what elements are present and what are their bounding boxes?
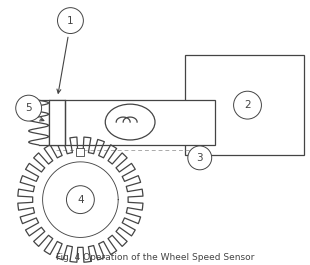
Circle shape — [188, 146, 212, 170]
Text: Fig. 4 Operation of the Wheel Speed Sensor: Fig. 4 Operation of the Wheel Speed Sens… — [56, 253, 254, 262]
Bar — [185, 55, 304, 155]
Polygon shape — [18, 137, 143, 262]
Bar — [76, 148, 84, 156]
Bar — [49, 100, 65, 145]
Ellipse shape — [105, 104, 155, 140]
Text: 1: 1 — [67, 16, 74, 26]
Circle shape — [66, 186, 94, 214]
Text: 5: 5 — [25, 103, 32, 113]
Circle shape — [58, 8, 83, 33]
Bar — [49, 100, 215, 145]
Text: 4: 4 — [77, 195, 84, 205]
Text: 3: 3 — [197, 153, 203, 163]
Circle shape — [16, 95, 42, 121]
Circle shape — [234, 91, 261, 119]
Text: 2: 2 — [244, 100, 251, 110]
